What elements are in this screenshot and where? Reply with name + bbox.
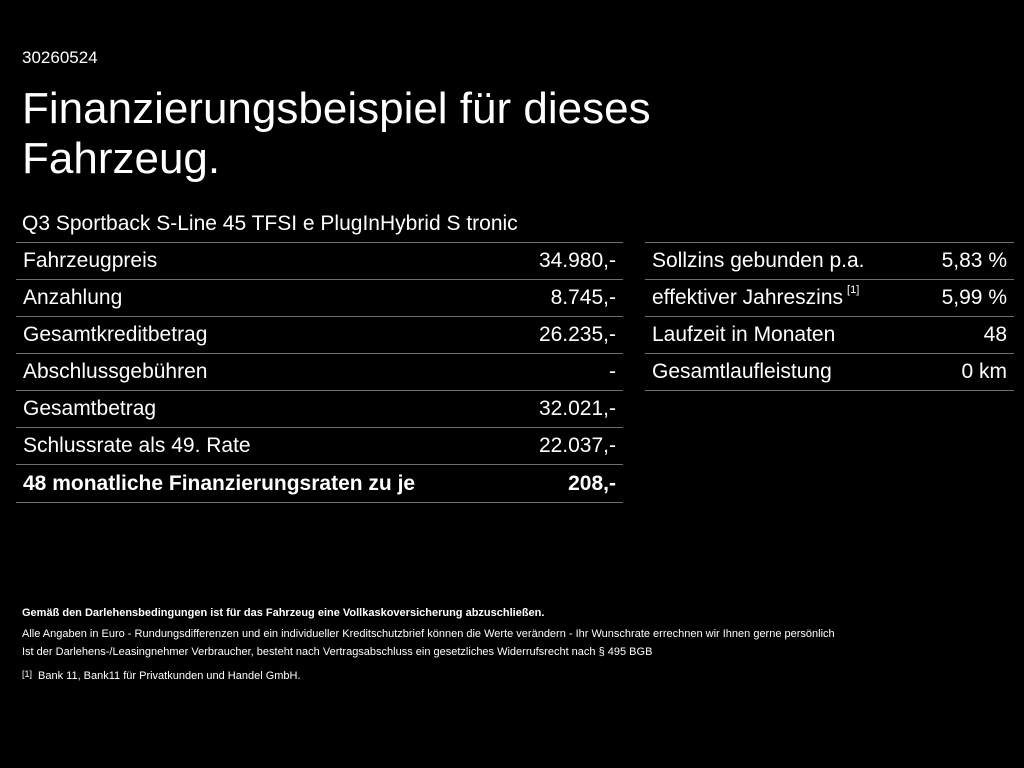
row-down-payment: Anzahlung 8.745,- [16,279,623,317]
row-label: effektiver Jahreszins [652,286,844,309]
row-value: 26.235,- [517,316,623,354]
interest-details-table: Sollzins gebunden p.a. 5,83 % effektiver… [645,242,1014,391]
footnote-marker: [1] [847,284,860,296]
row-value: 32.021,- [517,390,623,428]
page-title: Finanzierungsbeispiel für dieses Fahrzeu… [22,84,651,183]
row-value: 8.745,- [517,279,623,317]
row-value: 208,- [517,464,623,503]
row-label: Laufzeit in Monaten [645,316,923,354]
row-value: 48 [922,316,1014,354]
row-value: 5,99 % [922,279,1014,317]
row-label: Abschlussgebühren [16,353,518,391]
footnote-marker: [1] [22,669,33,679]
row-label-cell: effektiver Jahreszins [1] [645,279,923,317]
row-value: 5,83 % [922,242,1014,280]
euro-note: Alle Angaben in Euro - Rundungsdifferenz… [22,628,835,640]
financing-details-table: Fahrzeugpreis 34.980,- Anzahlung 8.745,-… [16,242,623,503]
row-value: - [517,353,623,391]
row-value: 34.980,- [517,242,623,280]
row-total-credit: Gesamtkreditbetrag 26.235,- [16,316,623,354]
row-label: Anzahlung [16,279,518,317]
row-label: Gesamtkreditbetrag [16,316,518,354]
withdrawal-note: Ist der Darlehens-/Leasingnehmer Verbrau… [22,646,653,658]
row-closing-fees: Abschlussgebühren - [16,353,623,391]
row-value: 22.037,- [517,427,623,465]
legal-notes: Gemäß den Darlehensbedingungen ist für d… [22,604,1012,685]
row-nominal-interest: Sollzins gebunden p.a. 5,83 % [645,242,1014,280]
vehicle-model: Q3 Sportback S-Line 45 TFSI e PlugInHybr… [22,212,518,235]
row-label: Gesamtlaufleistung [645,353,923,391]
row-total-amount: Gesamtbetrag 32.021,- [16,390,623,428]
row-label: 48 monatliche Finanzierungsraten zu je [16,464,518,503]
row-total-mileage: Gesamtlaufleistung 0 km [645,353,1014,391]
footnote-text: Bank 11, Bank11 für Privatkunden und Han… [38,670,301,682]
row-monthly-rate: 48 monatliche Finanzierungsraten zu je 2… [16,464,623,503]
reference-number: 30260524 [22,48,98,67]
insurance-note: Gemäß den Darlehensbedingungen ist für d… [22,607,545,619]
row-vehicle-price: Fahrzeugpreis 34.980,- [16,242,623,280]
row-final-rate: Schlussrate als 49. Rate 22.037,- [16,427,623,465]
row-label: Schlussrate als 49. Rate [16,427,518,465]
row-label: Gesamtbetrag [16,390,518,428]
row-term-months: Laufzeit in Monaten 48 [645,316,1014,354]
row-effective-interest: effektiver Jahreszins [1] 5,99 % [645,279,1014,317]
row-label: Sollzins gebunden p.a. [645,242,923,280]
row-value: 0 km [922,353,1014,391]
row-label: Fahrzeugpreis [16,242,518,280]
bank-footnote: [1] Bank 11, Bank11 für Privatkunden und … [22,667,1012,685]
